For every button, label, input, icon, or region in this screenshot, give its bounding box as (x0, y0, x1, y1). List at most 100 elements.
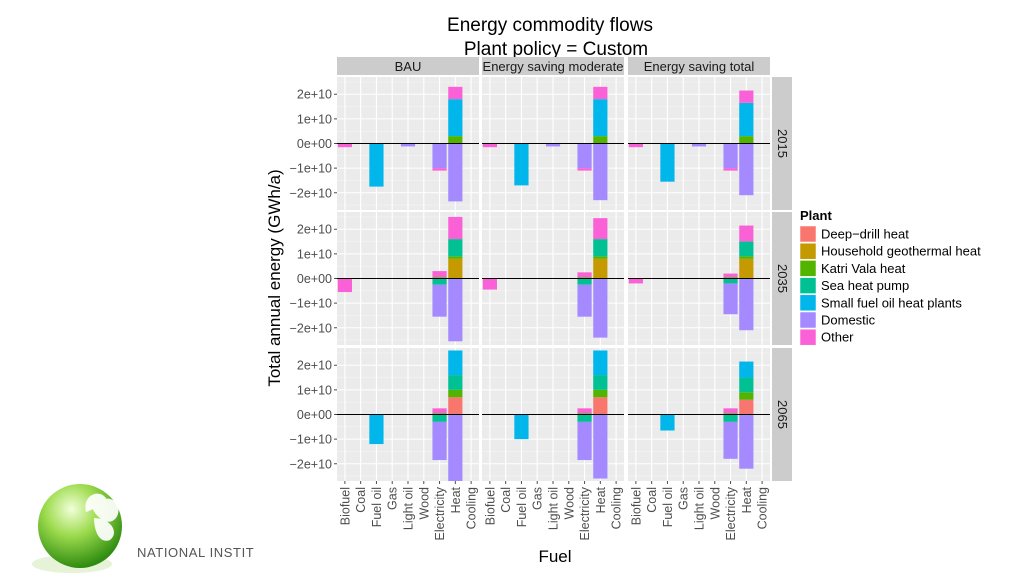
y-axis-label: Total annual energy (GWh/a) (265, 169, 284, 386)
bar-biofuel-other (337, 278, 352, 293)
bar-electricity-sea-heat-pump (723, 278, 738, 284)
facet-label-bau: BAU (395, 59, 422, 74)
bar-heat-other (739, 225, 754, 242)
bar-electricity-domestic (577, 143, 592, 169)
x-tick-label-biofuel: Biofuel (629, 487, 643, 525)
panel-2035-bau (337, 212, 479, 345)
bar-light-oil-domestic (691, 143, 707, 147)
panel-2015-energy-saving-moderate (482, 77, 624, 210)
legend-label-household-geothermal-heat: Household geothermal heat (821, 244, 981, 259)
bar-heat-katri-vala-heat (739, 256, 754, 259)
bar-electricity-other (577, 168, 592, 171)
bar-heat-sea-heat-pump (448, 239, 463, 257)
x-tick-label-biofuel: Biofuel (338, 487, 352, 525)
bar-electricity-domestic (577, 421, 592, 461)
x-tick-label-biofuel: Biofuel (483, 487, 497, 525)
bar-heat-katri-vala-heat (448, 256, 463, 259)
bar-electricity-other (723, 273, 738, 278)
bar-biofuel-other (337, 143, 352, 148)
facet-strip-2015 (772, 77, 792, 210)
bar-electricity-other (577, 272, 592, 278)
facet-label-2015: 2015 (775, 129, 790, 158)
legend-key-small-fuel-oil-heat-plants (799, 294, 817, 312)
x-tick-label-cooling: Cooling (610, 487, 624, 529)
bar-heat-sea-heat-pump (739, 241, 754, 257)
bar-heat-other (448, 216, 463, 240)
x-tick-label-light-oil: Light oil (693, 487, 707, 530)
bar-electricity-katri-vala-heat (577, 277, 592, 279)
bar-biofuel-other (482, 143, 497, 148)
y-tick-label: −1e+10 (290, 297, 332, 311)
bar-electricity-sea-heat-pump (723, 414, 738, 422)
panel-2035-energy-saving-total (628, 212, 770, 345)
bar-fuel-oil-small-fuel-oil-heat-plants (514, 414, 529, 440)
panel-2015-bau (337, 77, 479, 210)
bar-fuel-oil-small-fuel-oil-heat-plants (660, 143, 675, 182)
y-tick-label: −2e+10 (290, 186, 332, 200)
leaf-icon (85, 493, 119, 541)
facet-strip-energy-saving-moderate (482, 57, 624, 75)
x-tick-label-electricity: Electricity (724, 486, 738, 540)
facet-label-2035: 2035 (775, 264, 790, 293)
bar-electricity-other (723, 408, 738, 414)
bar-light-oil-domestic (400, 143, 416, 147)
panel-2065-energy-saving-moderate (482, 348, 624, 481)
facet-label-energy-saving-moderate: Energy saving moderate (483, 59, 624, 74)
bar-electricity-sea-heat-pump (432, 278, 447, 285)
bar-electricity-other (432, 271, 447, 278)
bar-electricity-other (432, 168, 447, 171)
y-tick-label: 0e+00 (297, 408, 332, 422)
facet-strip-energy-saving-total (628, 57, 770, 75)
legend-label-domestic: Domestic (821, 313, 876, 328)
x-tick-label-cooling: Cooling (465, 487, 479, 529)
bar-heat-deep-drill-heat (739, 399, 754, 415)
y-tick-label: 1e+10 (297, 383, 332, 397)
legend: Plant Deep−drill heat Household geotherma… (799, 208, 981, 346)
bar-heat-small-fuel-oil-heat-plants (448, 350, 463, 376)
bar-heat-other (593, 218, 608, 240)
bar-electricity-other (577, 408, 592, 414)
facet-strip-2065 (772, 348, 792, 481)
bar-heat-domestic (593, 143, 608, 201)
legend-label-deep-drill-heat: Deep−drill heat (821, 227, 909, 242)
bar-heat-katri-vala-heat (739, 136, 754, 144)
bar-fuel-oil-small-fuel-oil-heat-plants (514, 143, 529, 186)
x-tick-label-light-oil: Light oil (402, 487, 416, 530)
bar-heat-small-fuel-oil-heat-plants (593, 99, 608, 137)
y-tick-label: −1e+10 (290, 162, 332, 176)
bar-heat-domestic (593, 414, 608, 479)
legend-key-sea-heat-pump (799, 277, 817, 294)
y-tick-label: −2e+10 (290, 321, 332, 335)
x-tick-label-coal: Coal (499, 487, 513, 513)
x-tick-label-gas: Gas (386, 487, 400, 510)
bar-biofuel-other (628, 143, 643, 148)
bar-heat-deep-drill-heat (593, 397, 608, 415)
bar-heat-deep-drill-heat (448, 397, 463, 415)
bar-fuel-oil-small-fuel-oil-heat-plants (369, 414, 384, 445)
x-tick-label-heat: Heat (449, 486, 463, 513)
bar-heat-katri-vala-heat (593, 256, 608, 259)
legend-key-household-geothermal-heat (799, 242, 817, 260)
bar-biofuel-other (628, 278, 643, 284)
x-tick-label-gas: Gas (531, 487, 545, 510)
bar-heat-other (739, 90, 754, 103)
facet-strip-bau (337, 57, 479, 75)
institute-logo (32, 484, 122, 573)
legend-label-sea-heat-pump: Sea heat pump (821, 278, 909, 293)
bar-electricity-other (723, 168, 738, 171)
bar-electricity-domestic (432, 284, 447, 317)
facet-panels: BAU Energy saving moderate Energy saving t… (290, 57, 792, 540)
legend-key-katri-vala-heat (799, 260, 817, 277)
bar-electricity-domestic (723, 283, 738, 315)
bar-heat-domestic (739, 414, 754, 469)
x-tick-label-coal: Coal (645, 487, 659, 513)
bar-heat-other (593, 86, 608, 100)
y-tick-label: −2e+10 (290, 457, 332, 471)
x-tick-label-fuel-oil: Fuel oil (370, 487, 384, 527)
panel-2065-bau (337, 348, 479, 481)
bar-heat-household-geothermal-heat (739, 258, 754, 279)
bar-heat-sea-heat-pump (448, 375, 463, 390)
bar-electricity-domestic (723, 421, 738, 459)
legend-label-other: Other (821, 330, 854, 345)
